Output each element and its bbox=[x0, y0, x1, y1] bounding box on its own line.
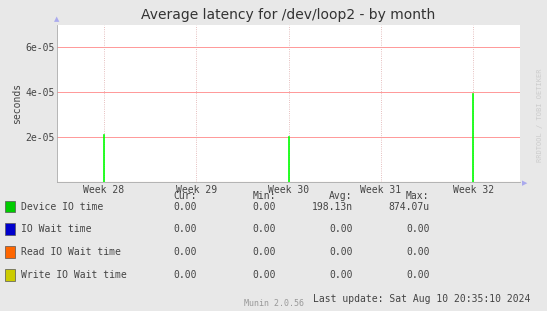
Text: 198.13n: 198.13n bbox=[312, 202, 353, 211]
Text: 0.00: 0.00 bbox=[173, 270, 197, 280]
Text: RRDTOOL / TOBI OETIKER: RRDTOOL / TOBI OETIKER bbox=[537, 68, 543, 162]
Text: 0.00: 0.00 bbox=[329, 247, 353, 257]
Text: 0.00: 0.00 bbox=[253, 224, 276, 234]
Text: 0.00: 0.00 bbox=[173, 224, 197, 234]
Text: IO Wait time: IO Wait time bbox=[21, 224, 91, 234]
Title: Average latency for /dev/loop2 - by month: Average latency for /dev/loop2 - by mont… bbox=[142, 8, 435, 22]
Text: 0.00: 0.00 bbox=[173, 247, 197, 257]
Y-axis label: seconds: seconds bbox=[13, 83, 22, 124]
Text: ▶: ▶ bbox=[522, 180, 528, 187]
Text: 0.00: 0.00 bbox=[406, 224, 429, 234]
Text: Avg:: Avg: bbox=[329, 191, 353, 201]
Text: 0.00: 0.00 bbox=[406, 247, 429, 257]
Text: 0.00: 0.00 bbox=[253, 202, 276, 211]
Text: Min:: Min: bbox=[253, 191, 276, 201]
Text: 0.00: 0.00 bbox=[173, 202, 197, 211]
Text: ▲: ▲ bbox=[54, 16, 59, 22]
Text: 874.07u: 874.07u bbox=[388, 202, 429, 211]
Text: 0.00: 0.00 bbox=[329, 224, 353, 234]
Text: Device IO time: Device IO time bbox=[21, 202, 103, 211]
Text: Read IO Wait time: Read IO Wait time bbox=[21, 247, 121, 257]
Text: Cur:: Cur: bbox=[173, 191, 197, 201]
Text: Max:: Max: bbox=[406, 191, 429, 201]
Text: 0.00: 0.00 bbox=[253, 270, 276, 280]
Text: 0.00: 0.00 bbox=[253, 247, 276, 257]
Text: Munin 2.0.56: Munin 2.0.56 bbox=[243, 299, 304, 308]
Text: Write IO Wait time: Write IO Wait time bbox=[21, 270, 126, 280]
Text: Last update: Sat Aug 10 20:35:10 2024: Last update: Sat Aug 10 20:35:10 2024 bbox=[313, 294, 531, 304]
Text: 0.00: 0.00 bbox=[406, 270, 429, 280]
Text: 0.00: 0.00 bbox=[329, 270, 353, 280]
